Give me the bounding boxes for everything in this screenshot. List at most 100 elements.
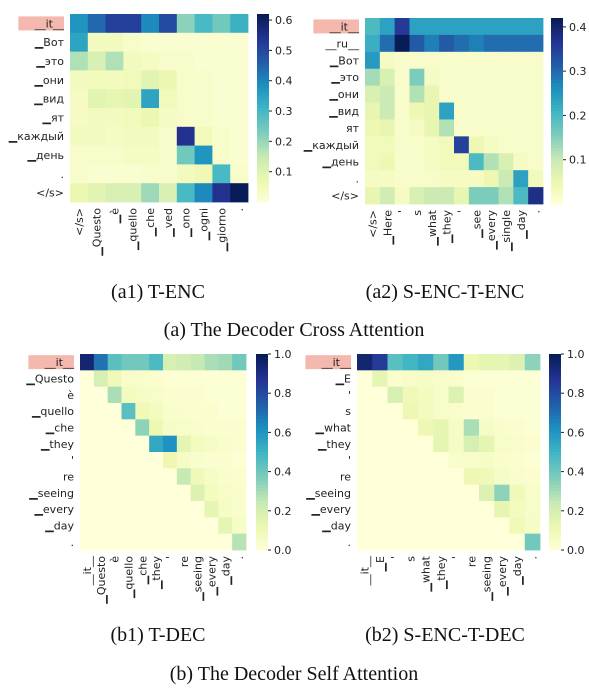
colorbar-segment xyxy=(257,183,269,187)
heatmap-cell xyxy=(524,354,541,371)
heatmap-cell xyxy=(232,403,247,420)
colorbar-segment xyxy=(257,164,269,169)
colorbar-segment xyxy=(257,192,269,197)
colorbar-segment xyxy=(256,487,268,492)
heatmap-cell xyxy=(509,501,526,518)
heatmap-cell xyxy=(409,102,425,120)
colorbar-segment xyxy=(549,484,561,489)
colorbar-segment xyxy=(551,179,563,183)
colorbar-segment xyxy=(549,510,561,515)
heatmap-cell xyxy=(409,34,425,53)
colorbar-segment xyxy=(256,399,268,404)
colorbar-segment xyxy=(257,95,269,100)
xtick-label: ▁Here xyxy=(381,210,394,246)
colorbar-segment xyxy=(551,24,563,28)
heatmap-cell xyxy=(190,370,205,388)
colorbar-segment xyxy=(256,533,268,538)
heatmap-cell xyxy=(80,452,95,469)
heatmap-cell xyxy=(479,517,495,535)
colorbar-segment xyxy=(256,412,268,417)
heatmap-cell xyxy=(93,517,109,535)
heatmap-cell xyxy=(494,419,510,437)
heatmap-cell xyxy=(159,51,178,71)
colorbar-segment xyxy=(551,42,563,47)
ytick-label: ' xyxy=(348,454,351,467)
heatmap-cell xyxy=(454,34,470,53)
heatmap-cell xyxy=(218,370,233,388)
colorbar-segment xyxy=(256,507,268,512)
ytick-label: ▁вид xyxy=(33,93,64,106)
colorbar-segment xyxy=(551,104,563,109)
heatmap-cell xyxy=(379,136,396,154)
heatmap-cell xyxy=(483,18,499,36)
ytick-label: ' xyxy=(71,454,74,467)
ytick-label: ▁Вот xyxy=(34,36,65,49)
xtick-label: ▁day xyxy=(219,556,232,586)
heatmap-cell xyxy=(176,89,195,109)
heatmap-cell xyxy=(87,51,106,71)
heatmap-cell xyxy=(232,370,247,388)
colorbar-segment xyxy=(257,70,269,75)
heatmap-cell xyxy=(87,14,106,34)
heatmap-cell xyxy=(513,51,529,70)
heatmap-cell xyxy=(479,452,495,469)
heatmap-cell xyxy=(212,108,231,128)
heatmap-cell xyxy=(433,386,449,404)
colorbar-tick-label: 0.0 xyxy=(567,544,585,557)
colorbar-segment xyxy=(256,452,268,456)
heatmap-cell xyxy=(163,403,178,420)
heatmap-cell xyxy=(402,435,419,453)
heatmap-cell xyxy=(433,468,449,486)
heatmap-cell xyxy=(479,386,495,404)
ytick-label: ▁quello xyxy=(31,405,74,418)
ytick-label: . xyxy=(61,168,65,181)
ytick-label: . xyxy=(356,173,360,186)
heatmap-cell xyxy=(418,403,434,420)
colorbar-segment xyxy=(551,114,563,118)
heatmap-cell xyxy=(513,187,529,205)
heatmap-cell xyxy=(394,170,410,188)
heatmap-cell xyxy=(123,70,142,90)
colorbar-segment xyxy=(549,461,561,466)
heatmap-cell xyxy=(439,85,455,103)
heatmap-cell xyxy=(149,501,164,518)
heatmap-cell xyxy=(212,51,231,71)
heatmap-cell xyxy=(80,484,95,502)
heatmap-cell xyxy=(418,517,434,535)
colorbar-segment xyxy=(256,389,268,394)
colorbar-segment xyxy=(551,101,563,106)
heatmap-cell xyxy=(93,468,109,486)
heatmap-cell xyxy=(176,452,192,469)
colorbar-segment xyxy=(256,409,268,414)
colorbar-segment xyxy=(256,458,268,463)
heatmap-cell xyxy=(80,501,95,518)
heatmap-cell xyxy=(439,153,455,171)
colorbar-segment xyxy=(257,198,269,203)
heatmap-cell xyxy=(176,108,195,128)
xtick-label: ▁they xyxy=(435,556,448,591)
heatmap-cell xyxy=(230,145,249,165)
heatmap-cell xyxy=(379,18,396,36)
heatmap-cell xyxy=(498,187,514,205)
heatmap-cell xyxy=(463,435,480,453)
colorbar-segment xyxy=(551,49,563,53)
ylabel-highlight xyxy=(18,16,64,31)
heatmap-cell xyxy=(528,102,544,120)
heatmap-cell xyxy=(394,34,410,53)
heatmap-cell xyxy=(141,51,160,71)
heatmap-cell xyxy=(468,51,485,70)
heatmap-cell xyxy=(357,403,373,420)
xtick-label: ▁seeing xyxy=(481,556,494,602)
colorbar-segment xyxy=(551,92,563,96)
heatmap-cell xyxy=(454,68,470,87)
heatmap-cell xyxy=(159,108,178,128)
heatmap-cell xyxy=(463,370,480,388)
heatmap-cell xyxy=(528,34,544,53)
heatmap-cell xyxy=(433,403,449,420)
heatmap-cell xyxy=(176,370,192,388)
colorbar-segment xyxy=(257,111,269,115)
heatmap-cell xyxy=(494,517,510,535)
xtick-label: </s> xyxy=(366,210,379,238)
xtick-label: ▁what xyxy=(420,555,433,592)
